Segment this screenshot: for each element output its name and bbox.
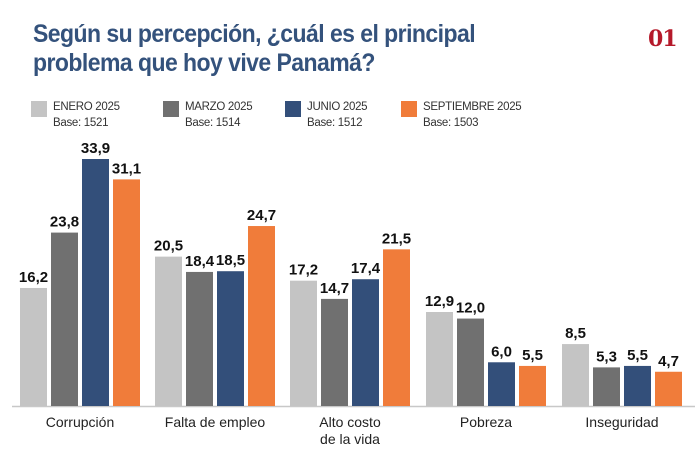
category-label: Alto costo bbox=[319, 414, 381, 430]
value-label: 33,9 bbox=[81, 140, 110, 157]
value-label: 20,5 bbox=[154, 238, 183, 255]
bar bbox=[82, 159, 109, 406]
category-label: Pobreza bbox=[460, 414, 512, 430]
chart-title: Según su percepción, ¿cuál es el princip… bbox=[33, 20, 476, 77]
legend-label: SEPTIEMBRE 2025 bbox=[423, 101, 522, 113]
value-label: 16,2 bbox=[19, 269, 48, 286]
legend-label: MARZO 2025 bbox=[185, 101, 253, 113]
legend-base: Base: 1521 bbox=[53, 117, 109, 129]
legend-base: Base: 1512 bbox=[307, 117, 363, 129]
value-label: 8,5 bbox=[565, 325, 586, 342]
bar bbox=[186, 271, 213, 406]
value-label: 24,7 bbox=[247, 207, 276, 224]
legend-base: Base: 1503 bbox=[423, 117, 479, 129]
category-label: de la vida bbox=[320, 431, 380, 447]
value-label: 5,5 bbox=[522, 347, 543, 364]
bar bbox=[51, 232, 78, 406]
category-label: Falta de empleo bbox=[165, 414, 266, 430]
value-label: 18,5 bbox=[216, 252, 245, 269]
value-label: 18,4 bbox=[185, 253, 215, 270]
bar bbox=[290, 280, 317, 406]
bar bbox=[113, 179, 140, 406]
bar bbox=[562, 344, 589, 406]
bar bbox=[624, 365, 651, 406]
value-label: 5,5 bbox=[627, 347, 648, 364]
bar bbox=[321, 298, 348, 406]
bar bbox=[488, 362, 515, 406]
value-label: 14,7 bbox=[320, 280, 349, 297]
bar bbox=[426, 312, 453, 406]
legend-label: JUNIO 2025 bbox=[307, 101, 368, 113]
bar bbox=[20, 287, 47, 406]
bar bbox=[352, 279, 379, 406]
legend-swatch bbox=[163, 101, 179, 117]
value-label: 17,2 bbox=[289, 262, 318, 279]
value-label: 12,0 bbox=[456, 300, 485, 317]
bar bbox=[519, 365, 546, 406]
legend-swatch bbox=[401, 101, 417, 117]
category-label: Corrupción bbox=[46, 414, 114, 430]
legend-swatch bbox=[285, 101, 301, 117]
bar bbox=[655, 371, 682, 406]
value-label: 17,4 bbox=[351, 260, 381, 277]
value-label: 23,8 bbox=[50, 214, 79, 231]
value-label: 5,3 bbox=[596, 348, 617, 365]
bar bbox=[593, 367, 620, 406]
legend-swatch bbox=[31, 101, 47, 117]
value-label: 21,5 bbox=[382, 230, 411, 247]
bar bbox=[155, 256, 182, 406]
legend-base: Base: 1514 bbox=[185, 117, 241, 129]
bar bbox=[383, 249, 410, 406]
bar bbox=[457, 318, 484, 406]
value-label: 12,9 bbox=[425, 293, 454, 310]
figure-number: 01 bbox=[648, 26, 678, 52]
bar bbox=[248, 226, 275, 406]
category-label: Inseguridad bbox=[585, 414, 658, 430]
value-label: 6,0 bbox=[491, 343, 512, 360]
legend-label: ENERO 2025 bbox=[53, 101, 120, 113]
value-label: 31,1 bbox=[112, 160, 141, 177]
bar bbox=[217, 271, 244, 406]
value-label: 4,7 bbox=[658, 353, 679, 370]
